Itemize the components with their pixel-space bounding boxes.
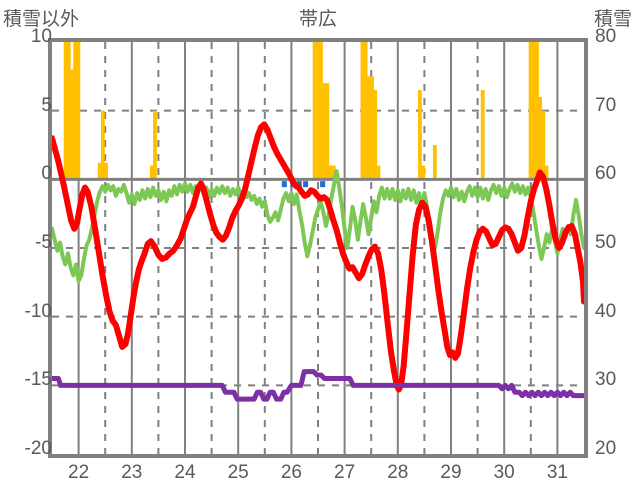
precipitation-bars: [63, 42, 549, 180]
right-axis-tick-label: 40: [595, 300, 617, 322]
x-axis-tick-label: 31: [546, 462, 568, 483]
x-axis-tick-label: 24: [174, 462, 196, 483]
left-axis-unit-label: 積雪以外: [3, 9, 80, 30]
right-axis-tick-label: 70: [595, 94, 617, 116]
x-axis-tick-label: 22: [68, 462, 90, 483]
left-axis-tick-label: 5: [41, 94, 52, 116]
x-axis-tick-label: 29: [440, 462, 462, 483]
page-title: 帯広: [298, 9, 337, 30]
right-axis-tick-label: 60: [595, 163, 617, 185]
left-axis-tick-label: -5: [35, 232, 52, 253]
right-axis-tick-label: 50: [595, 232, 617, 253]
temperature-line: [52, 121, 584, 393]
x-axis-tick-label: 28: [387, 462, 409, 483]
x-axis-tick-label: 25: [227, 462, 249, 483]
chart-canvas: [52, 42, 584, 454]
right-axis-unit-label: 積雪: [593, 9, 632, 30]
left-axis-tick-label: -10: [24, 300, 52, 322]
left-axis-tick-label: -20: [24, 438, 52, 459]
left-axis-tick-label: -15: [24, 369, 52, 391]
right-axis-tick-label: 80: [595, 26, 617, 47]
plot-area: [48, 38, 588, 458]
right-axis-tick-label: 20: [595, 438, 617, 459]
x-axis-tick-label: 30: [493, 462, 515, 483]
x-axis-tick-label: 23: [121, 462, 143, 483]
left-axis-tick-label: 10: [30, 26, 52, 47]
dewpoint-line: [52, 169, 584, 283]
snow-depth-line: [52, 369, 584, 402]
x-axis-tick-label: 26: [280, 462, 302, 483]
right-axis-tick-label: 30: [595, 369, 617, 391]
x-axis-tick-label: 27: [334, 462, 356, 483]
left-axis-tick-label: 0: [41, 163, 52, 185]
